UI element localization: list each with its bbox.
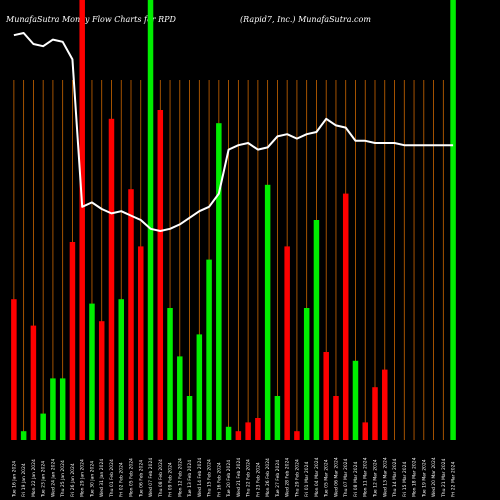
x-tick-label: Wed 31 Jan 2024	[99, 459, 105, 497]
x-tick-label: Thu 21 Mar 2024	[441, 458, 447, 498]
money-flow-bar	[118, 299, 124, 440]
x-tick-label: Wed 06 Mar 2024	[333, 457, 339, 497]
money-flow-bar	[245, 422, 251, 440]
money-flow-bar	[362, 422, 368, 440]
x-tick-label: Tue 23 Jan 2024	[41, 461, 47, 498]
money-flow-bar	[59, 378, 66, 440]
price-line-path	[13, 32, 454, 232]
x-tick-label: Wed 13 Mar 2024	[382, 457, 388, 497]
money-flow-bar	[147, 0, 154, 440]
x-tick-label: Fri 02 Feb 2024	[119, 462, 125, 497]
x-tick-label: Mon 22 Jan 2024	[31, 459, 37, 497]
x-tick-label: Tue 19 Mar 2024	[421, 459, 427, 498]
x-tick-label: Mon 18 Mar 2024	[412, 457, 418, 497]
money-flow-bar	[352, 360, 359, 440]
money-flow-bar	[303, 308, 310, 440]
x-tick-label: Wed 14 Feb 2024	[197, 458, 203, 497]
money-flow-bar	[333, 396, 339, 440]
money-flow-bar	[284, 246, 290, 440]
x-tick-label: Fri 09 Feb 2024	[168, 462, 174, 497]
x-tick-labels: Tue 16 Jan 2024 Fri 19 Jan 2024 Mon 22 Jan…	[11, 457, 456, 498]
money-flow-bar	[450, 0, 456, 440]
x-tick-label: Tue 20 Feb 2024	[226, 460, 232, 498]
x-tick-label: Tue 16 Jan 2024	[11, 461, 17, 498]
x-tick-label: Wed 28 Feb 2024	[285, 458, 291, 497]
x-tick-label: Wed 24 Jan 2024	[50, 459, 56, 497]
x-tick-label: Thu 01 Feb 2024	[109, 459, 115, 498]
money-flow-bar	[30, 325, 37, 440]
x-tick-label: Thu 29 Feb 2024	[294, 459, 300, 498]
x-tick-label: Tue 27 Feb 2024	[275, 460, 281, 498]
money-flow-bar	[225, 426, 232, 440]
x-tick-label: Tue 13 Feb 2024	[187, 460, 193, 498]
money-flow-bar	[128, 189, 134, 440]
x-tick-label: Thu 22 Feb 2024	[246, 459, 252, 498]
money-flow-bar	[11, 299, 17, 440]
money-flow-bar	[108, 118, 115, 441]
money-flow-bar	[167, 308, 173, 440]
bars	[11, 0, 456, 441]
x-tick-label: Fri 15 Mar 2024	[402, 462, 408, 497]
money-flow-bar	[216, 123, 222, 440]
money-flow-bar	[342, 193, 349, 440]
x-tick-label: Fri 16 Feb 2024	[216, 462, 222, 497]
money-flow-bar	[323, 352, 329, 440]
x-tick-label: Mon 05 Feb 2024	[129, 458, 135, 497]
money-flow-bar	[206, 259, 212, 440]
x-tick-label: Mon 04 Mar 2024	[314, 457, 320, 497]
x-tick-label: Fri 01 Mar 2024	[304, 462, 310, 497]
money-flow-bar	[79, 0, 85, 440]
money-flow-bar	[313, 220, 320, 440]
money-flow-bar	[255, 418, 261, 440]
x-tick-label: Wed 07 Feb 2024	[148, 458, 154, 497]
x-tick-label: Mon 12 Feb 2024	[177, 458, 183, 497]
x-tick-label: Wed 21 Feb 2024	[236, 458, 242, 497]
x-tick-label: Thu 07 Mar 2024	[343, 458, 349, 498]
money-flow-bar	[157, 110, 164, 440]
x-tick-label: Mon 11 Mar 2024	[363, 457, 369, 497]
x-tick-label: Fri 08 Mar 2024	[353, 462, 359, 497]
money-flow-bar	[294, 431, 300, 440]
money-flow-bar	[69, 242, 76, 440]
money-flow-bar	[264, 184, 271, 440]
money-flow-bar	[196, 334, 203, 440]
money-flow-bar	[89, 303, 95, 440]
money-flow-bar	[20, 431, 27, 440]
price-line	[13, 32, 454, 232]
x-tick-label: Fri 22 Mar 2024	[451, 462, 457, 497]
x-tick-label: Thu 08 Feb 2024	[158, 459, 164, 498]
money-flow-bar	[138, 246, 144, 440]
x-tick-label: Mon 26 Feb 2024	[265, 458, 271, 497]
money-flow-bar	[40, 413, 46, 440]
chart-title-left: MunafaSutra Money Flow Charts for RPD	[5, 15, 177, 24]
x-tick-label: Thu 25 Jan 2024	[60, 460, 66, 498]
chart-title-right: (Rapid7, Inc.) MunafaSutra.com	[240, 15, 371, 24]
x-tick-label: Fri 19 Jan 2024	[21, 463, 27, 497]
x-tick-label: Fri 23 Feb 2024	[255, 462, 261, 497]
money-flow-bar	[50, 378, 56, 440]
money-flow-bar	[98, 321, 105, 440]
x-tick-label: Mon 29 Jan 2024	[80, 459, 86, 497]
money-flow-bar	[382, 369, 388, 440]
money-flow-bar	[177, 356, 183, 440]
money-flow-bar	[186, 396, 193, 440]
money-flow-bar	[372, 387, 378, 440]
x-tick-label: Fri 26 Jan 2024	[70, 463, 76, 497]
x-tick-label: Tue 12 Mar 2024	[373, 459, 379, 498]
money-flow-bar	[235, 431, 242, 440]
money-flow-bar	[274, 396, 281, 440]
x-tick-label: Tue 05 Mar 2024	[324, 459, 330, 498]
x-tick-label: Thu 14 Mar 2024	[392, 458, 398, 498]
x-tick-label: Tue 30 Jan 2024	[89, 461, 95, 498]
x-tick-label: Thu 15 Feb 2024	[207, 459, 213, 498]
x-tick-label: Wed 20 Mar 2024	[431, 457, 437, 497]
x-tick-label: Tue 06 Feb 2024	[138, 460, 144, 498]
